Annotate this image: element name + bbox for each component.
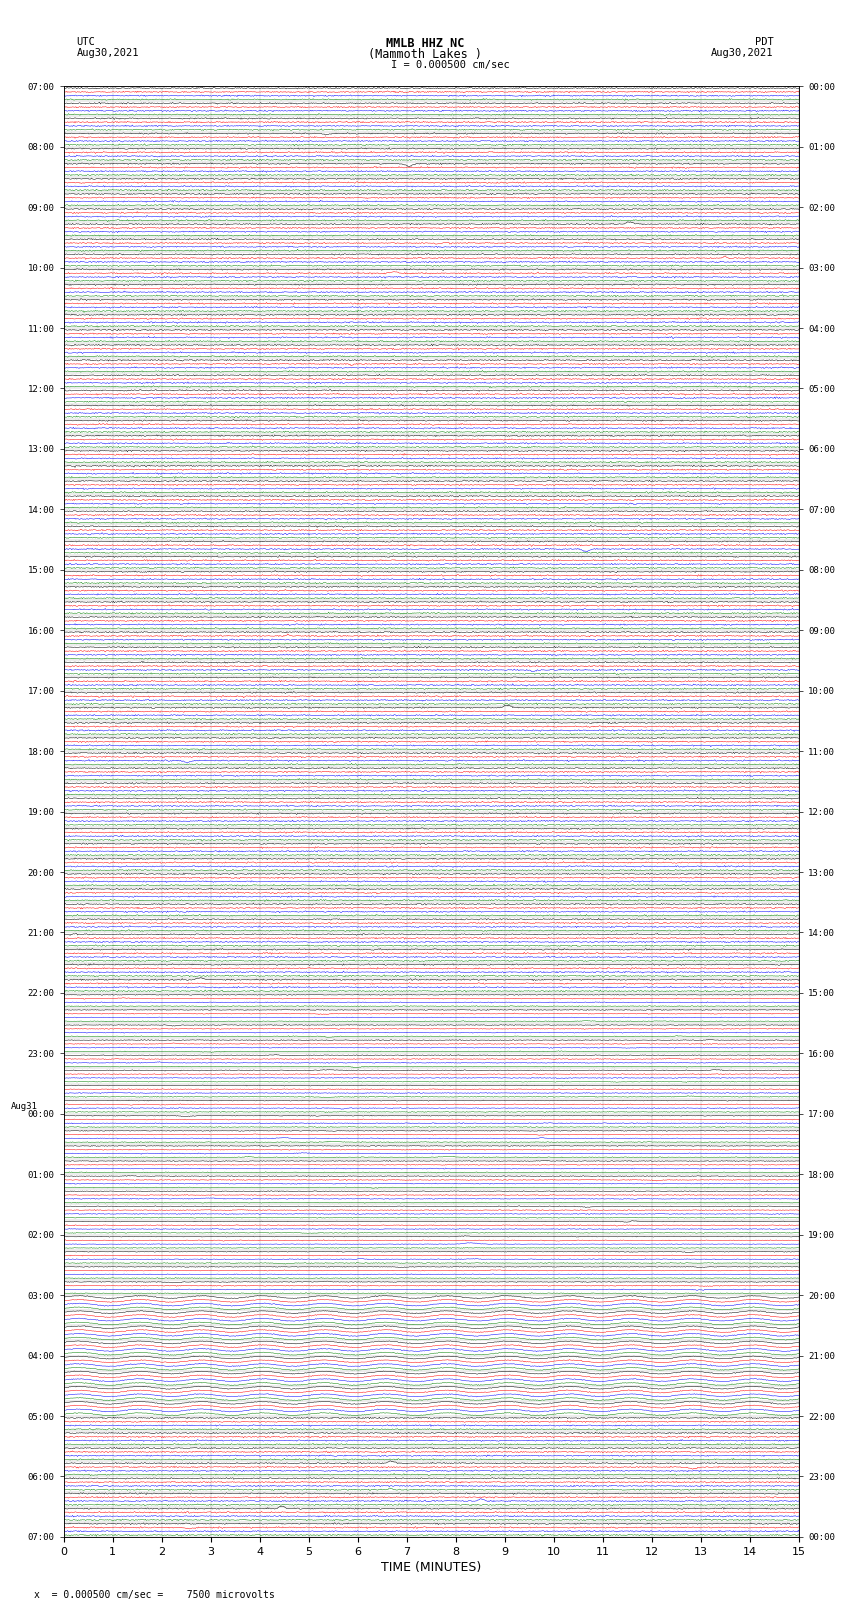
Text: UTC: UTC [76,37,95,47]
Text: I = 0.000500 cm/sec: I = 0.000500 cm/sec [391,60,510,69]
X-axis label: TIME (MINUTES): TIME (MINUTES) [381,1561,481,1574]
Text: (Mammoth Lakes ): (Mammoth Lakes ) [368,48,482,61]
Text: Aug31: Aug31 [11,1102,37,1111]
Text: Aug30,2021: Aug30,2021 [76,48,139,58]
Text: x  = 0.000500 cm/sec =    7500 microvolts: x = 0.000500 cm/sec = 7500 microvolts [34,1590,275,1600]
Text: PDT: PDT [755,37,774,47]
Text: MMLB HHZ NC: MMLB HHZ NC [386,37,464,50]
Text: Aug30,2021: Aug30,2021 [711,48,774,58]
